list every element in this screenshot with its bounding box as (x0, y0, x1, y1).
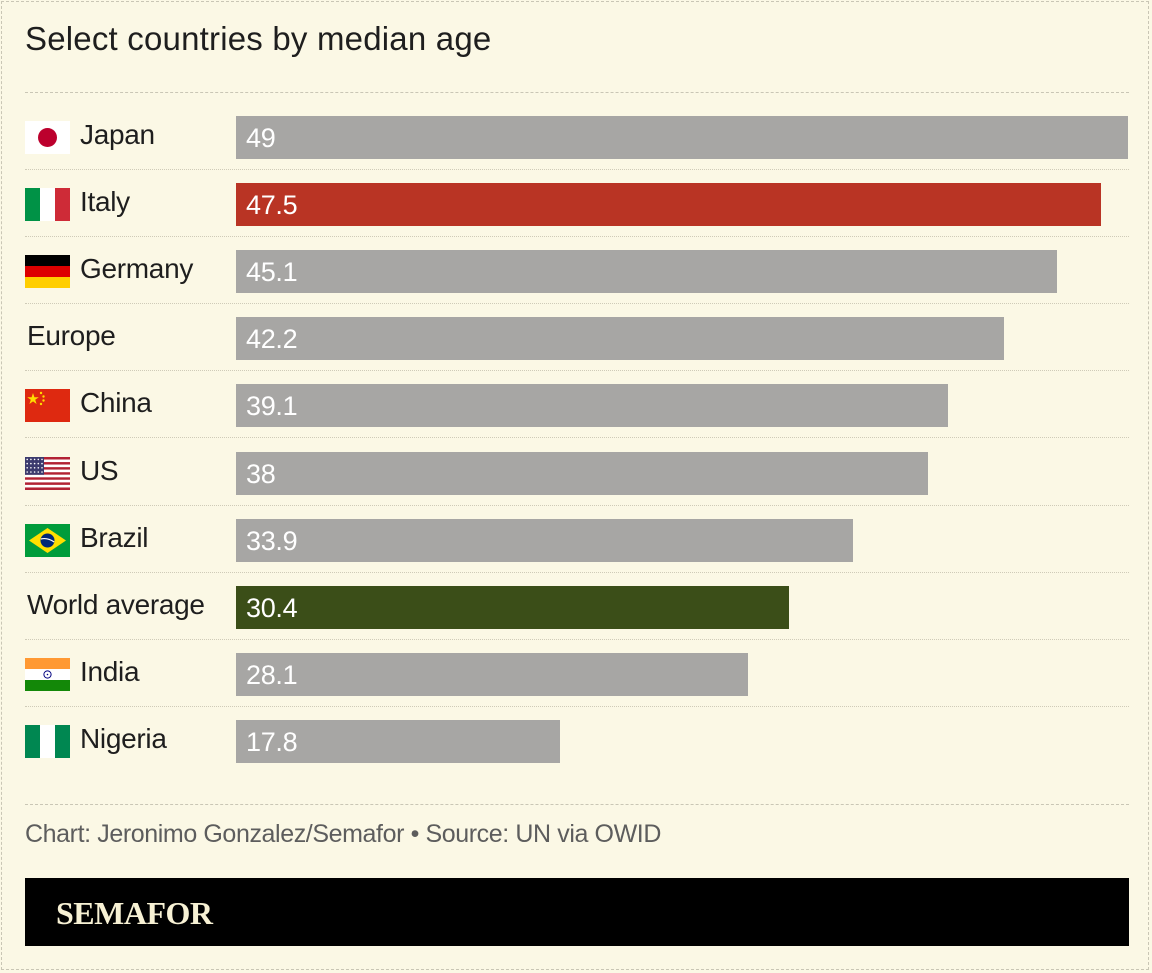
chart-title: Select countries by median age (25, 20, 492, 57)
category-label: Italy (80, 186, 130, 218)
bar-europe (236, 317, 1005, 361)
value-label: 28.1 (246, 659, 298, 690)
bar-japan (236, 116, 1128, 159)
row-divider (25, 504, 1129, 506)
row-divider (25, 437, 1129, 439)
row-divider (25, 705, 1129, 707)
row-divider (25, 236, 1129, 238)
row-divider (25, 571, 1129, 573)
value-label: 45.1 (246, 257, 298, 288)
category-label: India (80, 655, 140, 687)
brazil-flag-icon (25, 523, 70, 557)
bar-germany (236, 250, 1057, 294)
value-label: 39.1 (246, 391, 298, 422)
row-divider (25, 370, 1129, 372)
category-label: US (80, 454, 119, 486)
category-label: Germany (80, 253, 194, 285)
category-label: Nigeria (80, 722, 167, 754)
bar-row-germany: Germany 45.1 (25, 237, 1129, 305)
value-label: 42.2 (246, 324, 298, 355)
india-flag-icon (25, 657, 70, 691)
nigeria-flag-icon (25, 724, 70, 758)
us-flag-icon (25, 456, 70, 490)
bar-india (236, 652, 748, 696)
value-label: 33.9 (246, 525, 298, 556)
bar-row-italy: Italy 47.5 (25, 170, 1129, 238)
china-flag-icon (25, 389, 70, 423)
value-label: 17.8 (246, 726, 298, 757)
value-label: 30.4 (246, 592, 298, 623)
row-divider (25, 638, 1129, 640)
germany-flag-icon (25, 255, 70, 289)
brand-bar: SEMAFOR (25, 878, 1129, 946)
semafor-logo: SEMAFOR (56, 895, 213, 931)
bar-row-india: India 28.1 (25, 640, 1129, 707)
bar-row-nigeria: Nigeria 17.8 (25, 707, 1129, 774)
bar-world-average (236, 585, 790, 629)
bar-row-us: US 38 (25, 439, 1129, 506)
row-divider (25, 303, 1129, 305)
bar-nigeria (236, 719, 561, 763)
category-label: Japan (80, 119, 155, 150)
bar-row-japan: Japan 49 (25, 103, 1129, 170)
bar-us (236, 451, 928, 495)
value-label: 49 (246, 123, 276, 153)
bar-china (236, 384, 948, 428)
bar-row-europe: Europe 42.2 (25, 304, 1129, 372)
category-label: China (80, 387, 152, 419)
bar-row-world-average: World average 30.4 (25, 573, 1129, 640)
bar-brazil (236, 518, 854, 562)
italy-flag-icon (25, 188, 70, 222)
chart-credit: Chart: Jeronimo Gonzalez/Semafor • Sourc… (25, 820, 661, 848)
bar-row-china: China 39.1 (25, 371, 1129, 439)
top-divider (25, 92, 1129, 93)
row-divider (25, 169, 1129, 170)
value-label: 38 (246, 458, 276, 489)
bar-italy (236, 183, 1101, 227)
category-label: Brazil (80, 521, 149, 553)
category-label: World average (27, 588, 205, 620)
value-label: 47.5 (246, 190, 298, 221)
japan-flag-icon (25, 121, 70, 154)
bottom-divider (25, 804, 1129, 805)
category-label: Europe (27, 320, 116, 352)
bar-row-brazil: Brazil 33.9 (25, 506, 1129, 573)
